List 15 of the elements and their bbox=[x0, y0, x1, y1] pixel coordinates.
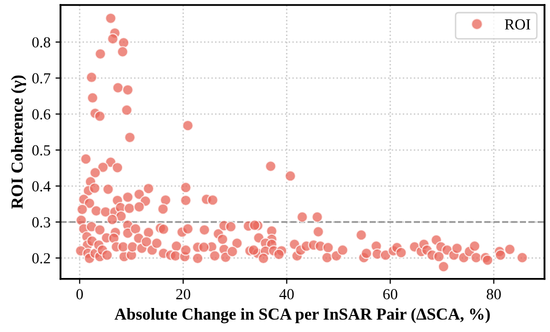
y-tick-label: 0.5 bbox=[32, 145, 50, 156]
y-axis-title: ROI Coherence (γ) bbox=[11, 76, 26, 209]
y-tick-label: 0.6 bbox=[32, 109, 50, 120]
legend-label: ROI bbox=[504, 19, 530, 30]
x-tick-label: 60 bbox=[383, 289, 398, 300]
y-tick-label: 0.7 bbox=[32, 73, 50, 84]
x-tick-label: 40 bbox=[279, 289, 294, 300]
y-tick-label: 0.8 bbox=[32, 37, 50, 48]
x-tick-label: 80 bbox=[486, 289, 501, 300]
x-tick-label: 20 bbox=[176, 289, 190, 300]
x-axis-title: Absolute Change in SCA per InSAR Pair (ΔSCA, %) bbox=[114, 308, 490, 324]
y-tick-label: 0.2 bbox=[32, 253, 50, 264]
x-tick-label: 0 bbox=[76, 289, 83, 300]
y-tick-label: 0.3 bbox=[32, 217, 50, 228]
y-tick-label: 0.4 bbox=[32, 181, 51, 192]
